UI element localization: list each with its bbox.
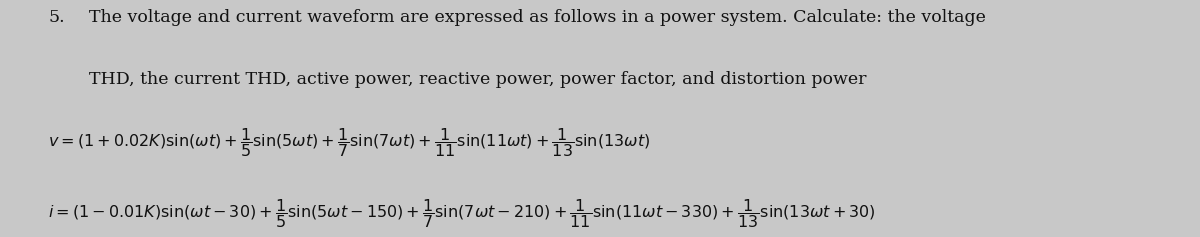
Text: $v=(1+0.02K)\sin(\omega t)+\dfrac{1}{5}\sin(5\omega t)+\dfrac{1}{7}\sin(7\omega : $v=(1+0.02K)\sin(\omega t)+\dfrac{1}{5}\… [48, 126, 650, 159]
Text: 5.: 5. [48, 9, 65, 27]
Text: $i=(1-0.01K)\sin(\omega t-30)+\dfrac{1}{5}\sin(5\omega t-150)+\dfrac{1}{7}\sin(7: $i=(1-0.01K)\sin(\omega t-30)+\dfrac{1}{… [48, 197, 876, 230]
Text: The voltage and current waveform are expressed as follows in a power system. Cal: The voltage and current waveform are exp… [89, 9, 985, 27]
Text: THD, the current THD, active power, reactive power, power factor, and distortion: THD, the current THD, active power, reac… [89, 71, 866, 88]
